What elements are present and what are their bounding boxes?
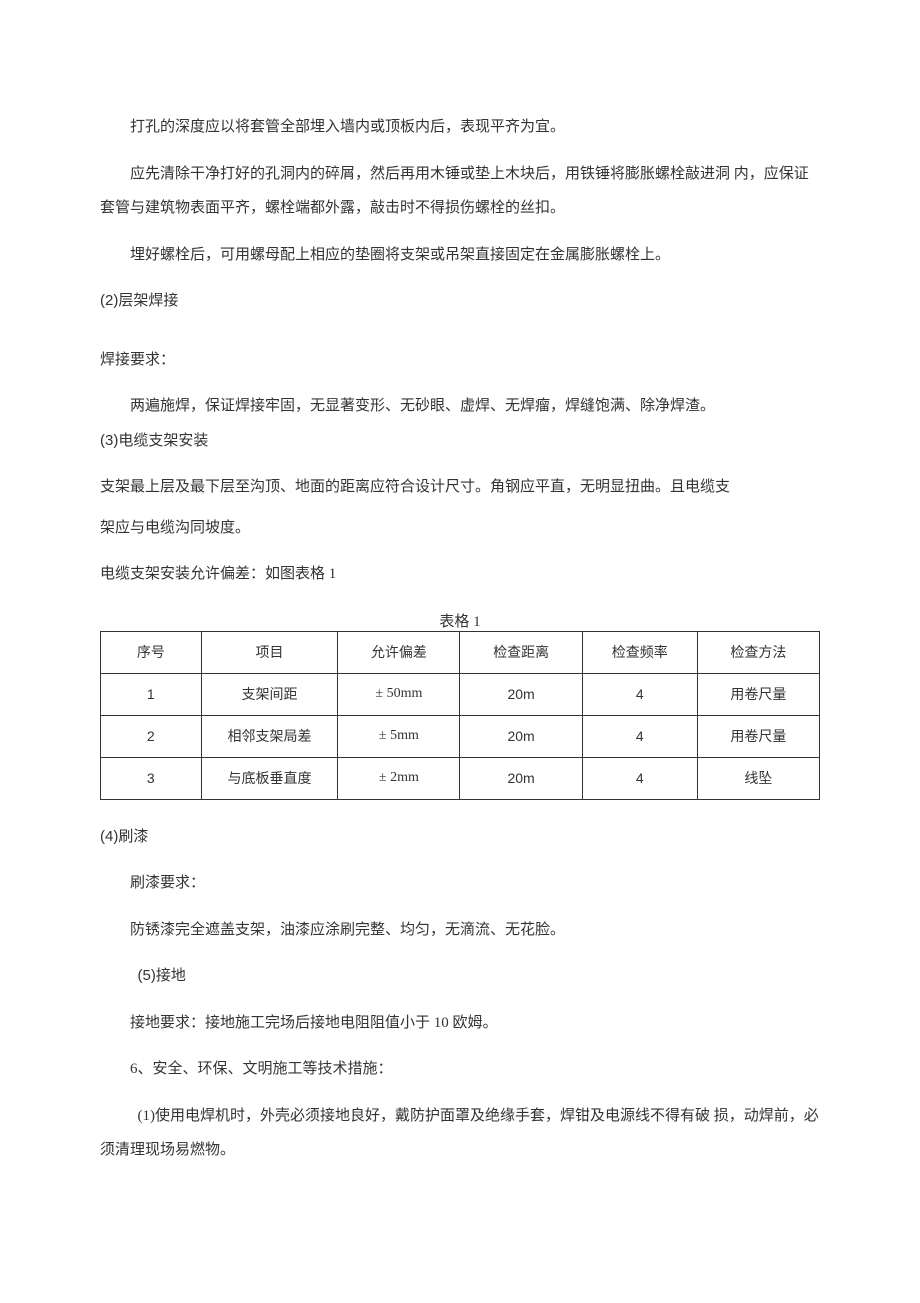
table-row: 1 支架间距 ± 50mm 20m 4 用卷尺量	[101, 673, 820, 715]
paragraph-ground-req: 接地要求：接地施工完场后接地电阻阻值小于 10 欧姆。	[100, 1006, 820, 1041]
section-number-2: (2)层架焊接	[100, 292, 178, 309]
cell-freq: 4	[582, 715, 697, 757]
th-method: 检查方法	[697, 631, 819, 673]
th-distance: 检查距离	[460, 631, 582, 673]
th-seq: 序号	[101, 631, 202, 673]
cell-distance: 20m	[460, 757, 582, 799]
cell-seq: 2	[101, 715, 202, 757]
paragraph-tolerance-ref: 电缆支架安装允许偏差：如图表格 1	[100, 557, 820, 592]
heading-layer-welding: (2)层架焊接	[100, 284, 820, 319]
table-row: 2 相邻支架局差 ± 5mm 20m 4 用卷尺量	[101, 715, 820, 757]
section-number-4: (4)刷漆	[100, 828, 148, 845]
table-header-row: 序号 项目 允许偏差 检查距离 检查频率 检查方法	[101, 631, 820, 673]
cell-method: 线坠	[697, 757, 819, 799]
cell-tolerance: ± 5mm	[338, 715, 460, 757]
cell-tolerance: ± 50mm	[338, 673, 460, 715]
heading-grounding: (5)接地	[100, 959, 820, 994]
paragraph-welding-safety: (1)使用电焊机时，外壳必须接地良好，戴防护面罩及绝缘手套，焊钳及电源线不得有破…	[100, 1099, 820, 1168]
cell-item: 支架间距	[201, 673, 338, 715]
cell-method: 用卷尺量	[697, 673, 819, 715]
paragraph-paint-req-label: 刷漆要求：	[100, 866, 820, 901]
cell-item: 与底板垂直度	[201, 757, 338, 799]
cell-tolerance: ± 2mm	[338, 757, 460, 799]
heading-painting: (4)刷漆	[100, 820, 820, 855]
section-number-5: (5)接地	[138, 967, 186, 984]
paragraph-safety-heading: 6、安全、环保、文明施工等技术措施：	[100, 1052, 820, 1087]
paragraph-weld-req-detail: 两遍施焊，保证焊接牢固，无显著变形、无砂眼、虚焊、无焊瘤，焊缝饱满、除净焊渣。	[100, 389, 820, 424]
cell-seq: 1	[101, 673, 202, 715]
cell-seq: 3	[101, 757, 202, 799]
paragraph-bracket-top: 支架最上层及最下层至沟顶、地面的距离应符合设计尺寸。角钢应平直，无明显扭曲。且电…	[100, 470, 820, 505]
paragraph-weld-req-label: 焊接要求：	[100, 343, 820, 378]
cell-distance: 20m	[460, 715, 582, 757]
paragraph-drill-depth: 打孔的深度应以将套管全部埋入墙内或顶板内后，表现平齐为宜。	[100, 110, 820, 145]
cell-freq: 4	[582, 757, 697, 799]
cell-freq: 4	[582, 673, 697, 715]
paragraph-clean-hole: 应先清除干净打好的孔洞内的碎屑，然后再用木锤或垫上木块后，用铁锤将膨胀螺栓敲进洞…	[100, 157, 820, 226]
th-item: 项目	[201, 631, 338, 673]
cell-distance: 20m	[460, 673, 582, 715]
paragraph-bracket-slope: 架应与电缆沟同坡度。	[100, 511, 820, 546]
table-row: 3 与底板垂直度 ± 2mm 20m 4 线坠	[101, 757, 820, 799]
th-freq: 检查频率	[582, 631, 697, 673]
cell-item: 相邻支架局差	[201, 715, 338, 757]
section-number-3: (3)电缆支架安装	[100, 432, 208, 449]
heading-cable-bracket: (3)电缆支架安装	[100, 424, 820, 459]
cell-method: 用卷尺量	[697, 715, 819, 757]
paragraph-bolt-fixed: 埋好螺栓后，可用螺母配上相应的垫圈将支架或吊架直接固定在金属膨胀螺栓上。	[100, 238, 820, 273]
th-tolerance: 允许偏差	[338, 631, 460, 673]
tolerance-table: 序号 项目 允许偏差 检查距离 检查频率 检查方法 1 支架间距 ± 50mm …	[100, 631, 820, 800]
paragraph-paint-req-detail: 防锈漆完全遮盖支架，油漆应涂刷完整、均匀，无滴流、无花脸。	[100, 913, 820, 948]
table-caption: 表格 1	[100, 610, 820, 631]
